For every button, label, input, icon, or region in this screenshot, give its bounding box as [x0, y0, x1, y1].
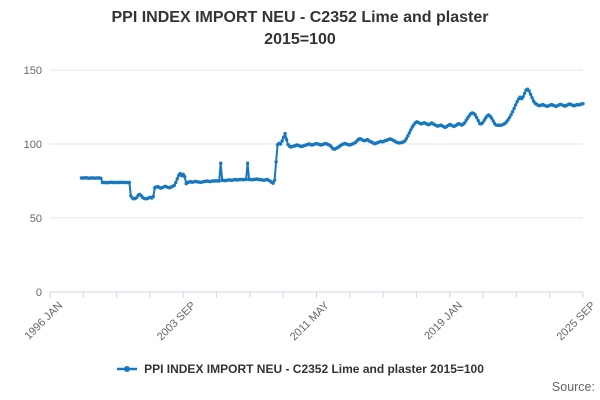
x-tick-label: 2019 JAN [422, 300, 465, 343]
series-point [528, 92, 533, 97]
series-point [151, 194, 155, 199]
series-point [272, 178, 277, 182]
series-point [278, 142, 283, 146]
y-tick-label: 100 [24, 139, 42, 151]
series-point [172, 183, 176, 188]
series-point [283, 131, 287, 136]
series-point [522, 91, 527, 96]
series-point [244, 177, 248, 182]
series-point [274, 160, 278, 164]
legend-line-icon [117, 366, 138, 372]
series-point [217, 179, 221, 183]
chart-title-line1: PPI INDEX IMPORT NEU - C2352 Lime and pl… [111, 9, 489, 26]
x-tick-label: 1996 JAN [22, 300, 65, 343]
series-point [490, 116, 494, 120]
series-point [281, 135, 286, 139]
series-point [407, 131, 411, 135]
series-point [174, 180, 178, 185]
series-point [521, 95, 525, 99]
series-point [280, 139, 284, 143]
series-point [475, 116, 479, 120]
series-point [183, 174, 187, 179]
legend-item-label: PPI INDEX IMPORT NEU - C2352 Lime and pl… [144, 362, 484, 376]
series-point [515, 100, 519, 104]
series-point [99, 176, 103, 180]
series-point [175, 177, 179, 181]
series-point [509, 113, 513, 117]
series-point [473, 113, 477, 117]
series-point [512, 106, 516, 111]
chart-title: PPI INDEX IMPORT NEU - C2352 Lime and pl… [0, 7, 600, 51]
series-point [219, 161, 223, 165]
source-credit: Source: [551, 380, 595, 394]
series-point [476, 118, 480, 123]
series-point [245, 161, 250, 165]
y-tick-label: 50 [30, 213, 42, 225]
series-point [409, 128, 413, 132]
series-point [581, 102, 585, 106]
series-point [510, 110, 515, 114]
x-tick-label: 2003 SEP [155, 300, 199, 344]
chart-title-line2: 2015=100 [264, 31, 336, 48]
x-tick-label: 2025 SEP [555, 300, 599, 344]
series-point [404, 137, 408, 141]
y-tick-label: 150 [24, 65, 42, 77]
series-point [271, 181, 275, 185]
series-point [491, 119, 495, 123]
y-tick-label: 0 [36, 287, 42, 299]
series-point [507, 115, 512, 120]
series-point [284, 137, 289, 142]
series-point [513, 103, 518, 107]
legend: PPI INDEX IMPORT NEU - C2352 Lime and pl… [0, 362, 600, 376]
series-point [127, 180, 132, 185]
x-tick-label: 2011 MAY [288, 299, 332, 343]
series-point [530, 96, 534, 100]
series-point [527, 89, 531, 93]
legend-item[interactable]: PPI INDEX IMPORT NEU - C2352 Lime and pl… [116, 362, 484, 376]
series-point [406, 134, 410, 138]
